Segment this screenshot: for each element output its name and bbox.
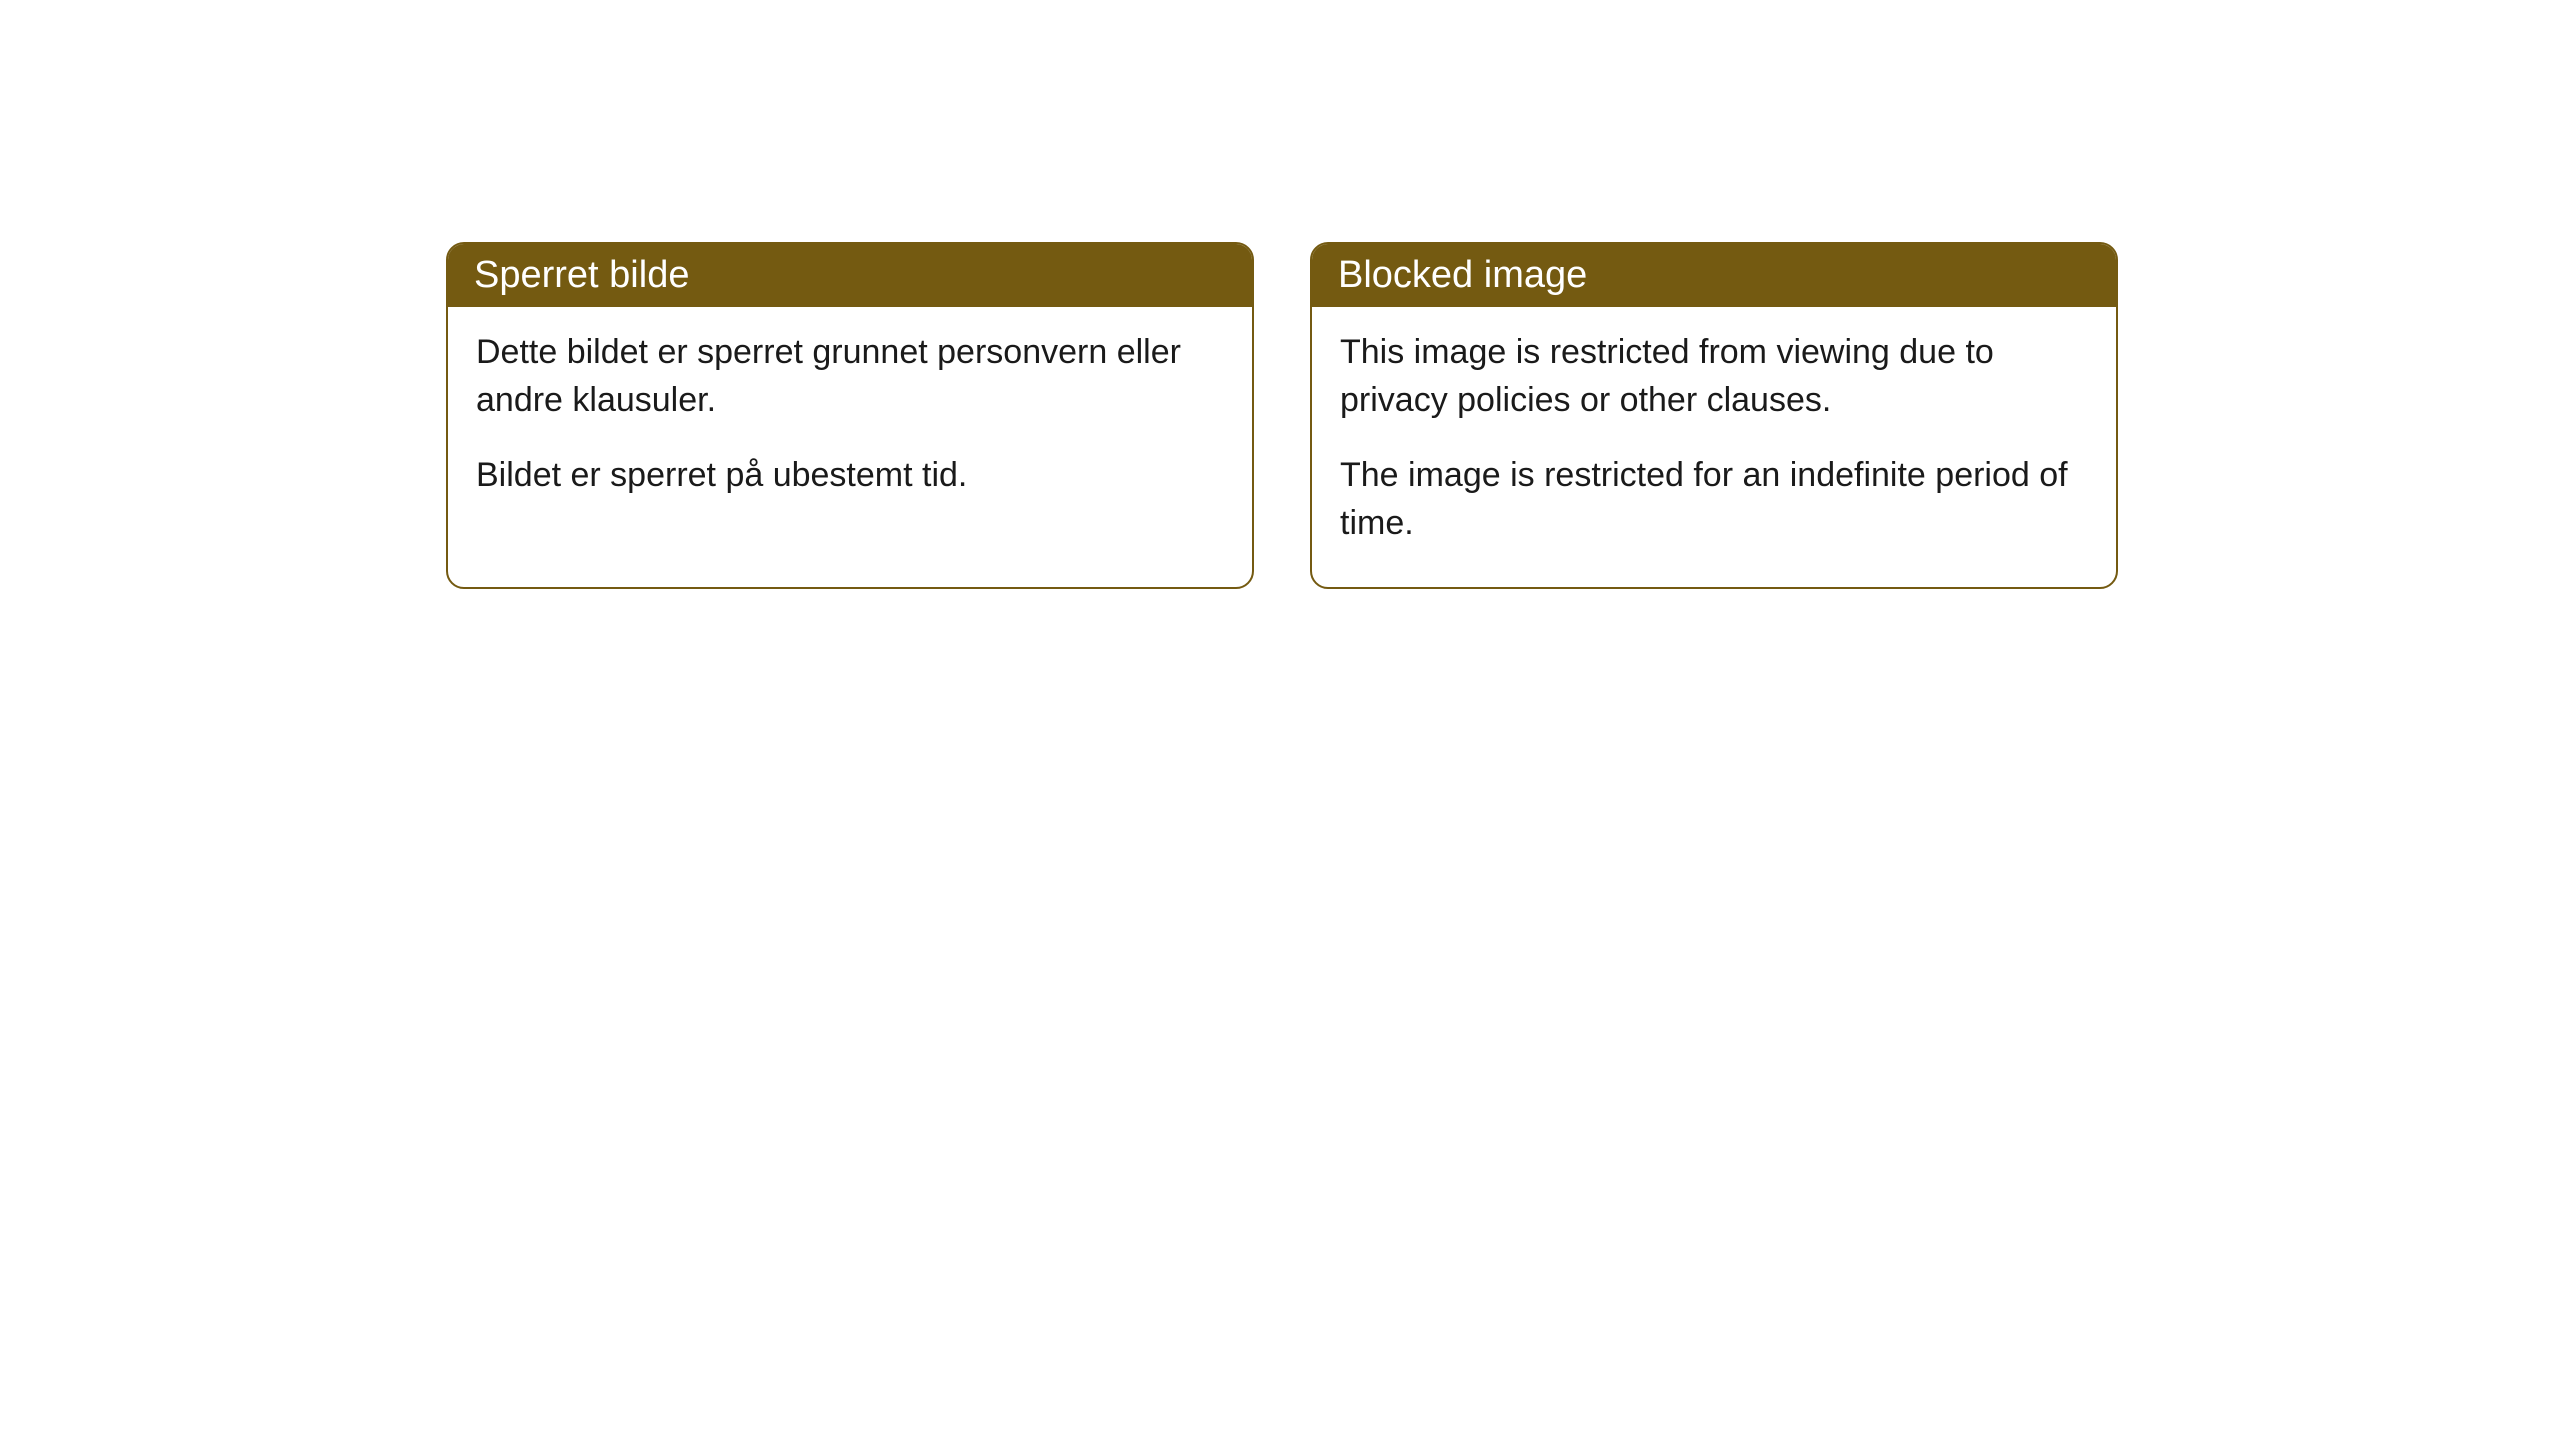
card-paragraph: This image is restricted from viewing du…	[1340, 329, 2088, 424]
card-body-norwegian: Dette bildet er sperret grunnet personve…	[448, 307, 1252, 540]
cards-container: Sperret bilde Dette bildet er sperret gr…	[446, 242, 2118, 589]
card-norwegian: Sperret bilde Dette bildet er sperret gr…	[446, 242, 1254, 589]
card-paragraph: Dette bildet er sperret grunnet personve…	[476, 329, 1224, 424]
card-paragraph: The image is restricted for an indefinit…	[1340, 452, 2088, 547]
card-english: Blocked image This image is restricted f…	[1310, 242, 2118, 589]
card-paragraph: Bildet er sperret på ubestemt tid.	[476, 452, 1224, 500]
card-body-english: This image is restricted from viewing du…	[1312, 307, 2116, 587]
card-header-norwegian: Sperret bilde	[448, 244, 1252, 307]
card-header-english: Blocked image	[1312, 244, 2116, 307]
